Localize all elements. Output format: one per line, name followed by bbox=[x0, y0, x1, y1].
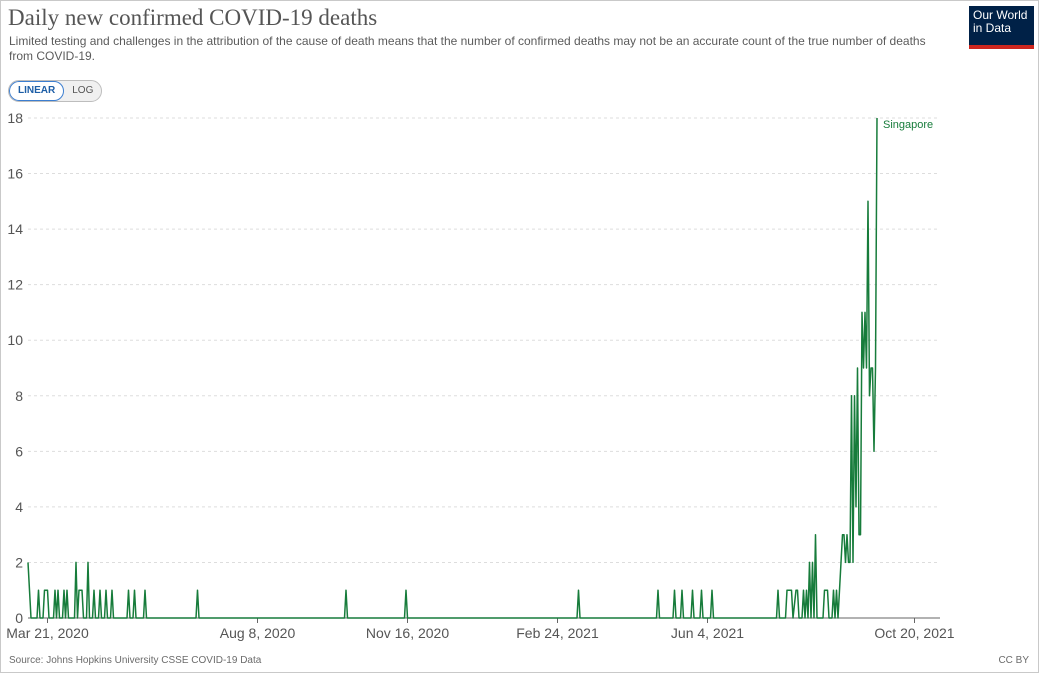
y-tick-label: 18 bbox=[7, 110, 23, 126]
chart-subtitle: Limited testing and challenges in the at… bbox=[9, 34, 926, 63]
chart-title: Daily new confirmed COVID-19 deaths bbox=[8, 5, 378, 30]
y-tick-label: 16 bbox=[7, 166, 23, 182]
x-tick-label: Jun 4, 2021 bbox=[671, 625, 744, 641]
logo-line-1: Our World bbox=[973, 8, 1028, 22]
y-tick-label: 4 bbox=[15, 499, 23, 515]
y-tick-label: 0 bbox=[15, 610, 23, 626]
linear-scale-button[interactable]: LINEAR bbox=[9, 81, 65, 101]
x-tick-label: Aug 8, 2020 bbox=[220, 625, 296, 641]
y-tick-label: 14 bbox=[7, 221, 23, 237]
y-tick-label: 10 bbox=[7, 332, 23, 348]
x-tick-label: Mar 21, 2020 bbox=[6, 625, 89, 641]
scale-toggle: LINEAR LOG bbox=[8, 80, 103, 102]
y-tick-label: 2 bbox=[15, 554, 23, 570]
x-tick-label: Nov 16, 2020 bbox=[366, 625, 449, 641]
y-tick-label: 8 bbox=[15, 388, 23, 404]
y-tick-label: 6 bbox=[15, 443, 23, 459]
owid-logo[interactable]: Our World in Data bbox=[969, 6, 1034, 49]
logo-line-2: in Data bbox=[973, 21, 1012, 35]
source-note[interactable]: Source: Johns Hopkins University CSSE CO… bbox=[9, 655, 262, 666]
series-label-singapore: Singapore bbox=[883, 119, 933, 131]
x-tick-label: Oct 20, 2021 bbox=[874, 625, 954, 641]
series-line-singapore bbox=[27, 117, 878, 619]
license-label[interactable]: CC BY bbox=[998, 655, 1029, 666]
x-tick-label: Feb 24, 2021 bbox=[516, 625, 599, 641]
y-tick-label: 12 bbox=[7, 277, 23, 293]
log-scale-button[interactable]: LOG bbox=[72, 85, 94, 96]
